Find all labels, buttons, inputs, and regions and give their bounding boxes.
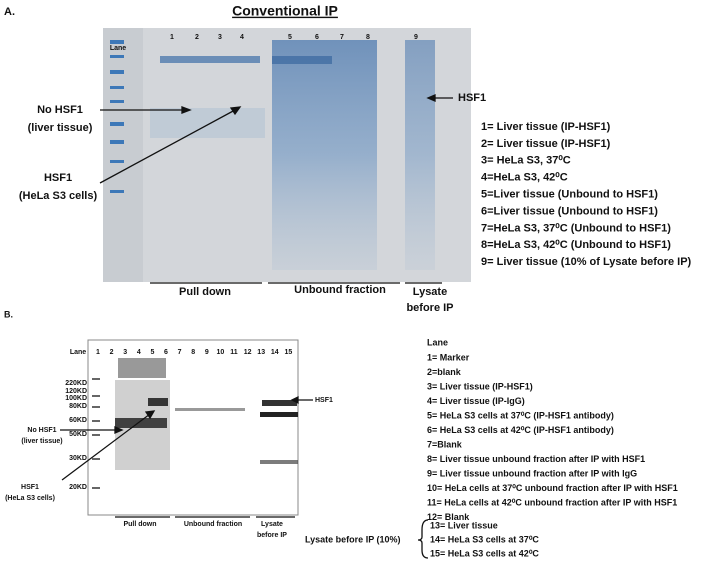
group-label: Lysate <box>413 286 447 298</box>
lane-header: Lane <box>110 45 126 52</box>
panel-title: Conventional IP <box>232 3 338 19</box>
lane-number: 4 <box>137 349 141 356</box>
lane-header: Lane <box>70 349 86 356</box>
legend-item: 9= Liver tissue unbound fraction after I… <box>427 468 637 478</box>
annotation: No HSF1 <box>27 427 56 434</box>
legend-item: 3= HeLa S3, 37⁰C <box>481 155 571 167</box>
legend-item: 1= Liver tissue (IP-HSF1) <box>481 121 611 133</box>
lane-number: 4 <box>240 34 244 41</box>
legend-item: 2=blank <box>427 367 462 377</box>
lane-number: 5 <box>288 34 292 41</box>
legend-item: 10= HeLa cells at 37⁰C unbound fraction … <box>427 483 678 493</box>
marker-label: 100KD <box>65 395 87 402</box>
annotation: (liver tissue) <box>28 122 93 134</box>
annotation: (HeLa S3 cells) <box>19 190 98 202</box>
marker-label: 60KD <box>69 417 87 424</box>
annotation: HSF1 <box>315 397 333 404</box>
annotation: (HeLa S3 cells) <box>5 495 55 502</box>
lane-number: 10 <box>217 349 225 356</box>
group-label: Pull down <box>123 521 156 528</box>
marker-label: 30KD <box>69 455 87 462</box>
legend-item: 8= Liver tissue unbound fraction after I… <box>427 454 645 464</box>
lane-number: 13 <box>257 349 265 356</box>
lane-number: 8 <box>366 34 370 41</box>
group-label: Pull down <box>179 286 231 298</box>
lane-number: 1 <box>96 349 100 356</box>
group-label: Lysate <box>261 521 283 528</box>
legend-item: 4=HeLa S3, 42⁰C <box>481 172 568 184</box>
legend-item: 9= Liver tissue (10% of Lysate before IP… <box>481 256 692 268</box>
legend-item: 7=Blank <box>427 439 463 449</box>
legend-item: 1= Marker <box>427 352 470 362</box>
legend-item: 15= HeLa S3 cells at 42⁰C <box>430 548 539 558</box>
legend-item: 12= Blank <box>427 512 470 522</box>
legend-item: 11= HeLa cells at 42⁰C unbound fraction … <box>427 497 677 507</box>
marker-label: 20KD <box>69 484 87 491</box>
lane-number: 3 <box>218 34 222 41</box>
lane-number: 6 <box>315 34 319 41</box>
gel-a <box>103 28 471 282</box>
lane-number: 11 <box>230 349 238 356</box>
marker-label: 80KD <box>69 403 87 410</box>
lysate-group-label: Lysate before IP (10%) <box>305 534 401 544</box>
legend-item: 14= HeLa S3 cells at 37⁰C <box>430 534 539 544</box>
annotation: HSF1 <box>458 92 486 104</box>
lane-number: 7 <box>178 349 182 356</box>
lane-number: 7 <box>340 34 344 41</box>
legend-item: 7=HeLa S3, 37⁰C (Unbound to HSF1) <box>481 222 671 234</box>
gel-b <box>87 339 299 516</box>
lane-number: 15 <box>285 349 293 356</box>
annotation: No HSF1 <box>37 104 83 116</box>
marker-label: 220KD <box>65 380 87 387</box>
legend-item: 3= Liver tissue (IP-HSF1) <box>427 381 533 391</box>
group-label: before IP <box>406 302 453 314</box>
legend-item: 5= HeLa S3 cells at 37⁰C (IP-HSF1 antibo… <box>427 410 614 420</box>
lane-number: 1 <box>170 34 174 41</box>
labels: A. Conventional IP B. Lane Lysate before… <box>4 3 692 559</box>
lane-number: 3 <box>123 349 127 356</box>
lane-number: 6 <box>164 349 168 356</box>
group-label: Unbound fraction <box>294 284 386 296</box>
legend-item: 5=Liver tissue (Unbound to HSF1) <box>481 189 658 201</box>
panel-label: A. <box>4 6 15 18</box>
annotation: (liver tissue) <box>21 438 62 445</box>
legend-item: 13= Liver tissue <box>430 520 498 530</box>
lane-number: 2 <box>195 34 199 41</box>
lane-number: 5 <box>150 349 154 356</box>
group-label: before IP <box>257 532 287 539</box>
marker-label: 120KD <box>65 388 87 395</box>
group-label: Unbound fraction <box>184 521 242 528</box>
legend-item: 6= HeLa S3 cells at 42⁰C (IP-HSF1 antibo… <box>427 425 614 435</box>
legend-header: Lane <box>427 337 448 347</box>
annotation: HSF1 <box>21 484 39 491</box>
legend-item: 6=Liver tissue (Unbound to HSF1) <box>481 205 658 217</box>
annotation: HSF1 <box>44 172 72 184</box>
lane-number: 2 <box>110 349 114 356</box>
legend-item: 8=HeLa S3, 42⁰C (Unbound to HSF1) <box>481 239 671 251</box>
lane-number: 9 <box>414 34 418 41</box>
panel-label: B. <box>4 309 13 319</box>
annotation-arrows <box>60 94 453 559</box>
lane-number: 8 <box>191 349 195 356</box>
legend-item: 2= Liver tissue (IP-HSF1) <box>481 138 611 150</box>
lane-number: 12 <box>244 349 252 356</box>
lane-number: 9 <box>205 349 209 356</box>
marker-label: 50KD <box>69 431 87 438</box>
lane-number: 14 <box>271 349 279 356</box>
legend-item: 4= Liver tissue (IP-IgG) <box>427 396 525 406</box>
